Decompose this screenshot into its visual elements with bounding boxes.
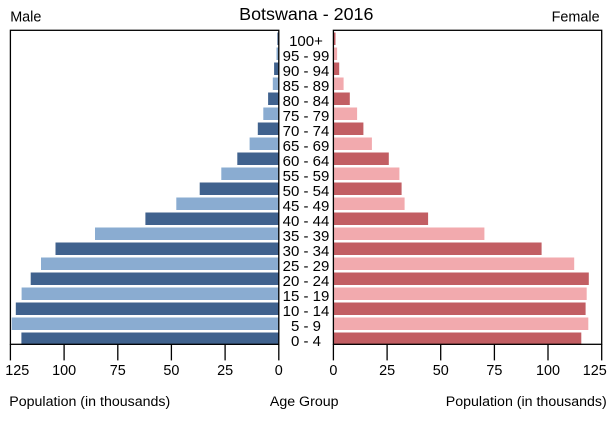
svg-text:5 - 9: 5 - 9 xyxy=(291,318,321,335)
svg-text:15 - 19: 15 - 19 xyxy=(283,288,330,305)
svg-text:80 - 84: 80 - 84 xyxy=(283,93,330,110)
svg-text:30 - 34: 30 - 34 xyxy=(283,243,330,260)
svg-text:10 - 14: 10 - 14 xyxy=(283,303,330,320)
svg-text:65 - 69: 65 - 69 xyxy=(283,138,330,155)
svg-text:75: 75 xyxy=(486,363,502,379)
svg-text:55 - 59: 55 - 59 xyxy=(283,168,330,185)
svg-text:100: 100 xyxy=(536,363,560,379)
svg-text:Botswana - 2016: Botswana - 2016 xyxy=(239,4,373,24)
svg-text:90 - 94: 90 - 94 xyxy=(283,63,330,80)
svg-text:100+: 100+ xyxy=(289,33,323,50)
svg-text:95 - 99: 95 - 99 xyxy=(283,48,330,65)
svg-text:Female: Female xyxy=(552,9,600,25)
svg-text:100: 100 xyxy=(52,363,76,379)
svg-text:Male: Male xyxy=(10,9,41,25)
svg-text:Age Group: Age Group xyxy=(270,394,339,410)
svg-text:25 - 29: 25 - 29 xyxy=(283,258,330,275)
svg-text:40 - 44: 40 - 44 xyxy=(283,213,330,230)
svg-text:60 - 64: 60 - 64 xyxy=(283,153,330,170)
svg-text:0: 0 xyxy=(329,363,337,379)
svg-text:25: 25 xyxy=(379,363,395,379)
svg-text:125: 125 xyxy=(5,363,29,379)
svg-text:25: 25 xyxy=(217,363,233,379)
svg-text:Population (in thousands): Population (in thousands) xyxy=(446,394,607,410)
svg-text:0: 0 xyxy=(275,363,283,379)
svg-text:20 - 24: 20 - 24 xyxy=(283,273,330,290)
svg-text:75 - 79: 75 - 79 xyxy=(283,108,330,125)
svg-text:50: 50 xyxy=(163,363,179,379)
svg-text:125: 125 xyxy=(583,363,607,379)
svg-text:50: 50 xyxy=(433,363,449,379)
svg-text:35 - 39: 35 - 39 xyxy=(283,228,330,245)
svg-text:0 - 4: 0 - 4 xyxy=(291,333,321,350)
svg-text:50 - 54: 50 - 54 xyxy=(283,183,330,200)
svg-text:70 - 74: 70 - 74 xyxy=(283,123,330,140)
svg-text:85 - 89: 85 - 89 xyxy=(283,78,330,95)
svg-text:45 - 49: 45 - 49 xyxy=(283,198,330,215)
svg-text:75: 75 xyxy=(110,363,126,379)
svg-text:Population (in thousands): Population (in thousands) xyxy=(9,394,170,410)
